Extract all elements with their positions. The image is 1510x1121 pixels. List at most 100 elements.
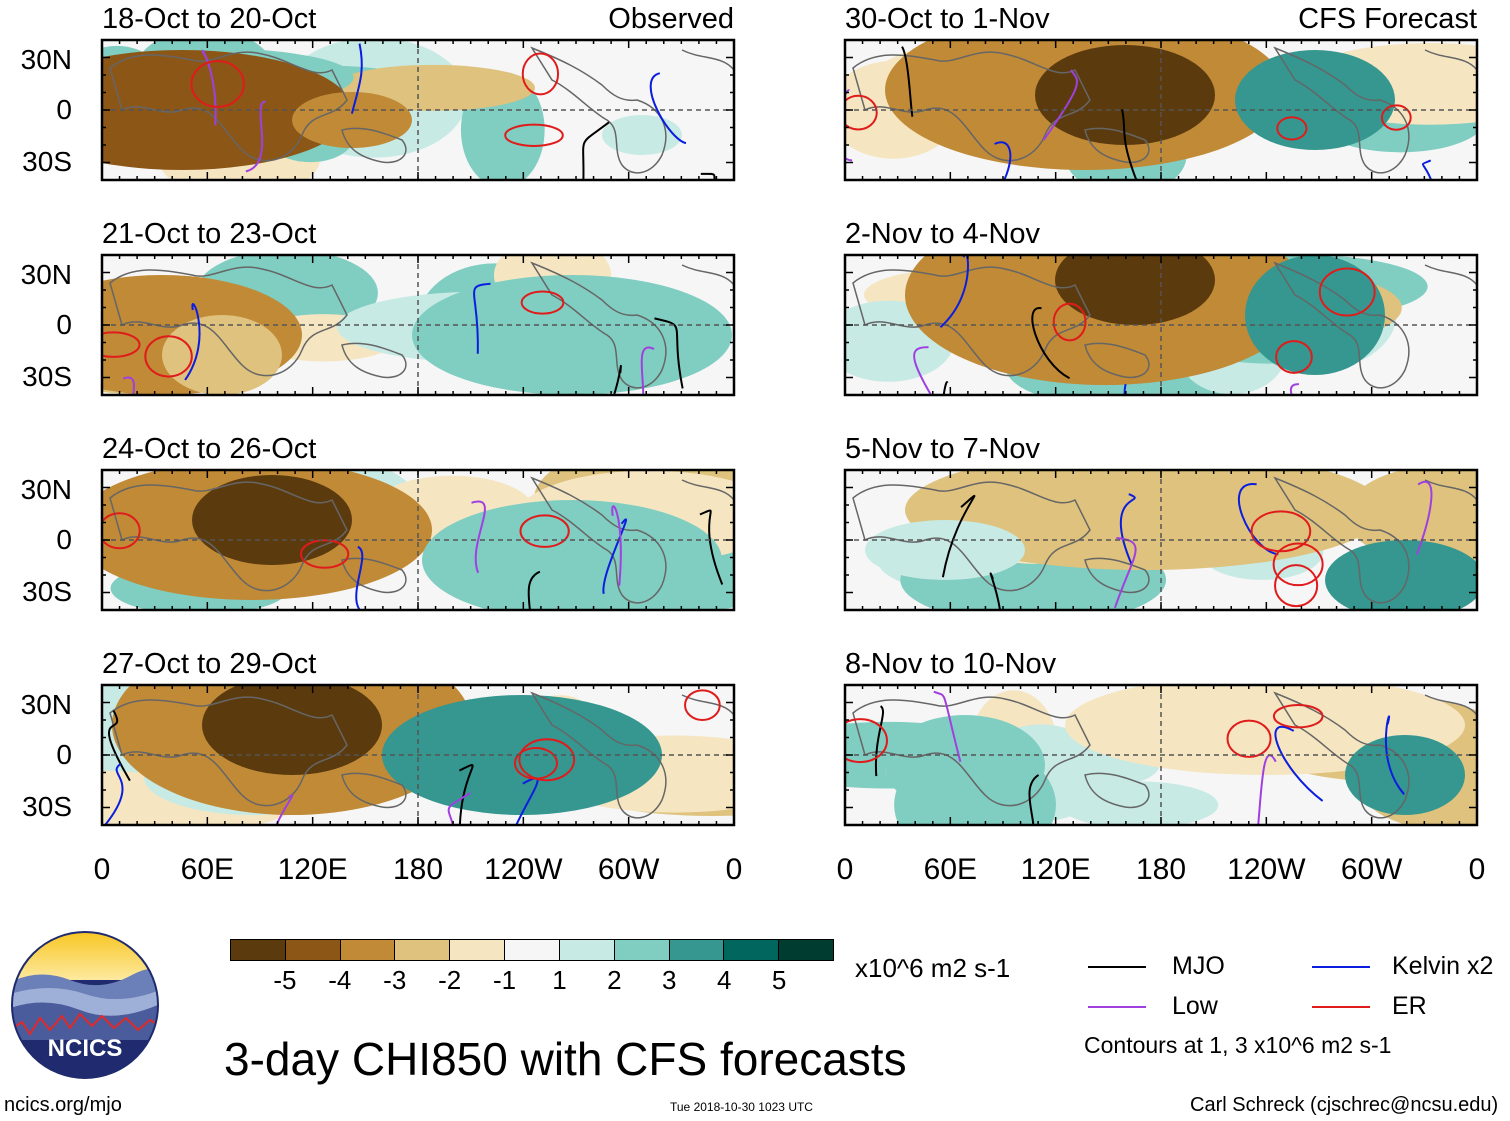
coastline-africa-asia — [109, 266, 348, 377]
kelvin-contour — [994, 141, 1012, 180]
colorbar-cell — [669, 940, 725, 960]
anomaly-blob — [422, 500, 722, 610]
kelvin-contour — [1384, 715, 1405, 795]
colorbar-cell — [340, 940, 396, 960]
coastline-americas — [530, 261, 667, 389]
panel-title-3: 24-Oct to 26-Oct — [102, 433, 317, 465]
anomaly-blob — [382, 695, 662, 815]
er-contour — [190, 60, 245, 108]
coastline-americas — [530, 476, 667, 604]
coastline-europe — [1424, 264, 1477, 286]
low-contour — [245, 100, 266, 173]
kelvin-contour — [939, 255, 969, 329]
colorbar-units: x10^6 m2 s-1 — [855, 953, 1011, 983]
low-contour — [471, 500, 486, 574]
er-contour — [144, 335, 193, 378]
coastline-europe — [681, 264, 734, 286]
anomaly-blob — [1035, 45, 1215, 145]
anomaly-blob — [202, 685, 382, 775]
site-link[interactable]: ncics.org/mjo — [4, 1094, 122, 1116]
er-contour — [1272, 704, 1324, 729]
low-contour — [122, 376, 135, 395]
mjo-contour — [1121, 109, 1138, 180]
colorbar-label: -4 — [328, 965, 352, 995]
er-contour — [513, 747, 559, 780]
map-panel-6 — [843, 253, 1479, 397]
anomaly-blob — [1055, 255, 1215, 325]
panel-title-4: 27-Oct to 29-Oct — [102, 648, 317, 680]
y-tick-label: 30N — [20, 44, 72, 75]
colorbar — [230, 939, 834, 961]
er-contour — [1274, 564, 1319, 608]
coastline-australia — [1084, 772, 1150, 809]
mjo-contour — [458, 764, 474, 825]
coastline-africa-asia — [852, 696, 1091, 807]
colorbar-cell — [724, 940, 780, 960]
anomaly-blob — [292, 92, 412, 148]
coastline-americas — [1273, 691, 1410, 819]
figure-title: 3-day CHI850 with CFS forecasts — [224, 1033, 907, 1085]
y-tick-label: 30N — [20, 689, 72, 720]
kelvin-contour — [350, 43, 363, 114]
low-contour — [611, 505, 622, 586]
legend-line-er — [1312, 1006, 1370, 1008]
colorbar-cell — [779, 940, 833, 960]
coastline-americas — [530, 691, 667, 819]
er-contour — [299, 539, 350, 569]
colorbar-cell — [285, 940, 341, 960]
x-tick-label: 0 — [93, 853, 111, 886]
kelvin-contour — [103, 763, 124, 825]
coastline-australia — [1084, 127, 1150, 164]
coastline-americas — [1273, 46, 1410, 174]
map-panel-1 — [100, 38, 736, 182]
low-contour — [913, 346, 933, 395]
legend-line-low — [1088, 1006, 1146, 1008]
er-contour — [845, 718, 888, 764]
er-contour — [684, 689, 721, 722]
legend-label-kelvin: Kelvin x2 — [1392, 952, 1494, 980]
legend-label-mjo: MJO — [1172, 952, 1225, 980]
anomaly-blob — [885, 715, 1045, 815]
kelvin-contour — [1237, 483, 1279, 556]
map-panels-area: 18-Oct to 20-Oct Observed 30N 0 30S 21-Oct to… — [20, 4, 1486, 886]
mjo-contour — [654, 317, 684, 389]
coastline-europe — [681, 49, 734, 71]
mjo-contour — [700, 172, 716, 180]
coastline-europe — [1424, 694, 1477, 716]
legend-line-kelvin — [1312, 966, 1370, 968]
legend-label-er: ER — [1392, 992, 1427, 1020]
er-contour — [518, 738, 576, 782]
kelvin-contour — [602, 518, 628, 595]
er-contour — [1318, 267, 1376, 317]
mjo-contour — [527, 570, 541, 610]
coastline-europe — [1424, 479, 1477, 501]
x-tick-label: 0 — [1468, 853, 1486, 886]
colorbar-label: 1 — [552, 965, 567, 995]
y-tick-label: 0 — [56, 309, 72, 340]
coastline-africa-asia — [109, 481, 348, 592]
mjo-contour — [901, 46, 914, 118]
anomaly-blob — [1245, 255, 1385, 375]
er-contour — [102, 512, 141, 550]
anomaly-blob — [865, 520, 1025, 580]
coastline-africa-asia — [109, 696, 348, 807]
ncics-logo: NCICS — [11, 931, 159, 1079]
er-contour — [521, 52, 560, 96]
mjo-contour — [612, 364, 622, 395]
logo-text: NCICS — [48, 1035, 123, 1062]
colorbar-label: 2 — [607, 965, 622, 995]
er-contour — [504, 123, 564, 147]
kelvin-contour — [355, 545, 364, 610]
x-tick-label: 120E — [1020, 853, 1091, 886]
credit: Carl Schreck (cjschrec@ncsu.edu) — [1190, 1094, 1499, 1116]
low-contour — [640, 346, 655, 395]
anomaly-blob — [905, 470, 1385, 570]
contour-note: Contours at 1, 3 x10^6 m2 s-1 — [1084, 1032, 1392, 1058]
x-tick-label: 180 — [392, 853, 444, 886]
kelvin-contour — [649, 72, 687, 145]
kelvin-contour — [1274, 725, 1324, 802]
y-tick-label: 30S — [22, 576, 72, 607]
x-tick-label: 60W — [597, 853, 660, 886]
y-tick-label: 30S — [22, 791, 72, 822]
er-contour — [1275, 340, 1313, 374]
